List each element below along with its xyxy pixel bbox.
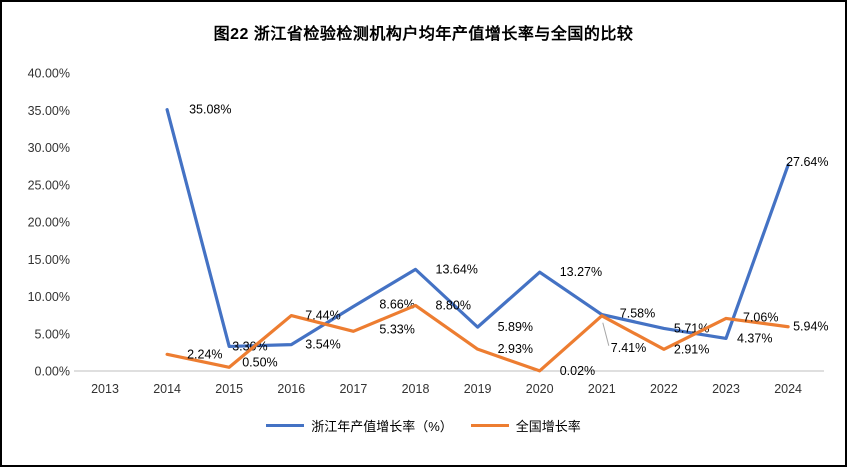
x-tick-label: 2013 [91,382,119,396]
data-label: 13.27% [560,265,602,279]
y-tick-label: 40.00% [28,67,70,81]
data-label: 5.89% [498,320,533,334]
legend-item-national: 全国增长率 [470,416,581,435]
data-label: 0.02% [560,364,595,378]
y-tick-label: 15.00% [28,253,70,267]
label-leader-line [602,322,610,346]
series-line-zhejiang [165,108,790,349]
data-label: 8.80% [436,298,471,312]
legend-label-national: 全国增长率 [515,419,581,434]
data-label: 5.94% [793,320,828,334]
x-tick-label: 2024 [774,382,802,396]
x-tick-label: 2023 [712,382,740,396]
y-tick-label: 10.00% [28,290,70,304]
x-tick-label: 2018 [402,382,430,396]
y-tick-label: 0.00% [35,365,70,379]
x-tick-label: 2014 [153,382,181,396]
x-tick-label: 2020 [526,382,554,396]
data-label: 35.08% [189,103,231,117]
series-line-national [165,303,790,373]
x-tick-label: 2019 [464,382,492,396]
legend-item-zhejiang: 浙江年产值增长率（%） [266,416,453,435]
y-tick-label: 5.00% [35,327,70,341]
y-tick-label: 35.00% [28,104,70,118]
data-label: 7.06% [743,310,778,324]
legend-swatch-zhejiang-line [266,423,305,428]
x-tick-label: 2022 [650,382,678,396]
y-tick-label: 30.00% [28,141,70,155]
x-tick-label: 2021 [588,382,616,396]
data-label: 7.44% [305,309,340,323]
legend-label-zhejiang: 浙江年产值增长率（%） [311,419,453,434]
y-tick-label: 20.00% [28,216,70,230]
data-label: 2.93% [498,342,533,356]
x-tick-label: 2015 [215,382,243,396]
y-tick-label: 25.00% [28,178,70,192]
data-label: 2.91% [674,342,709,356]
data-label: 13.64% [436,262,478,276]
chart-title: 图22 浙江省检验检测机构户均年产值增长率与全国的比较 [213,26,634,43]
x-tick-label: 2016 [277,382,305,396]
data-label: 2.24% [187,347,222,361]
data-label: 27.64% [786,155,828,169]
legend: 浙江年产值增长率（%） 全国增长率 [2,416,845,435]
legend-swatch-national-line [470,423,509,428]
data-label: 0.50% [242,355,277,369]
data-label: 3.54% [305,338,340,352]
x-tick-label: 2017 [339,382,367,396]
data-label: 5.33% [379,322,414,336]
data-label: 4.37% [737,331,772,345]
data-label: 7.58% [620,307,655,321]
data-label: 7.41% [611,341,646,355]
